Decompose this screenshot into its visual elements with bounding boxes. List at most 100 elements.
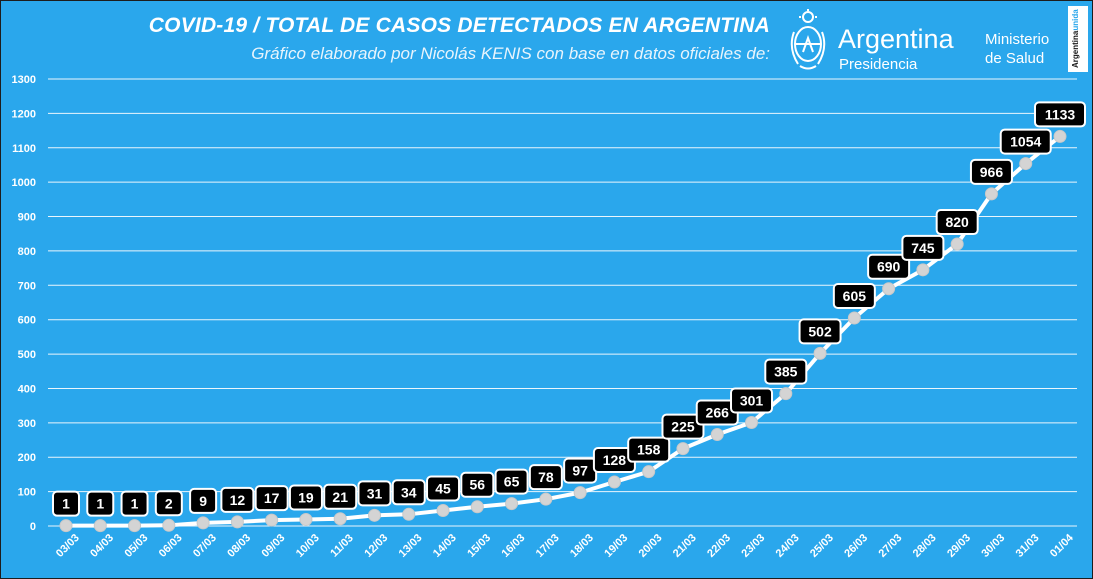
- y-tick-label: 100: [18, 487, 36, 499]
- data-point: [676, 442, 690, 456]
- data-label-box: [798, 318, 842, 345]
- y-tick-label: 300: [18, 418, 36, 430]
- series-line: [66, 134, 1062, 528]
- data-point: [710, 428, 724, 442]
- data-label-box: [460, 471, 495, 498]
- data-label: 12: [220, 486, 255, 513]
- data-label-text: 266: [706, 405, 730, 421]
- x-tick-label: 17/03: [534, 532, 562, 560]
- data-point: [573, 486, 587, 500]
- data-point: [813, 346, 827, 360]
- data-label-box: [969, 158, 1013, 185]
- x-tick-label: 18/03: [568, 532, 596, 560]
- x-tick-label: 21/03: [671, 532, 699, 560]
- data-label: 1: [120, 490, 149, 517]
- data-label-text: 745: [911, 240, 935, 256]
- data-point: [642, 465, 656, 479]
- data-label: 225: [661, 413, 705, 440]
- data-label-text: 225: [671, 419, 695, 435]
- data-label-text: 12: [230, 492, 246, 508]
- data-point: [1019, 157, 1033, 171]
- ministerio-line2: de Salud: [985, 50, 1045, 67]
- data-label-box: [935, 209, 979, 236]
- data-label-box: [764, 358, 808, 385]
- data-label-box: [867, 253, 911, 280]
- data-label-text: 820: [945, 214, 969, 230]
- argentina-logo-text: Argentina: [838, 24, 954, 54]
- data-label: 2: [154, 490, 183, 517]
- data-point: [93, 519, 107, 533]
- x-tick-label: 19/03: [602, 532, 630, 560]
- data-label-box: [528, 464, 563, 491]
- data-label-text: 31: [367, 485, 383, 501]
- x-tick-label: 24/03: [774, 532, 802, 560]
- data-label-text: 301: [740, 393, 764, 409]
- coat-of-arms-icon: [790, 9, 826, 70]
- chart-subtitle: Gráfico elaborado por Nicolás KENIS con …: [251, 44, 770, 63]
- data-label: 1054: [999, 128, 1052, 155]
- grid-lines: [48, 78, 1077, 527]
- data-label: 1: [52, 490, 80, 517]
- data-label-box: [832, 282, 876, 309]
- x-tick-label: 15/03: [465, 532, 493, 560]
- data-point: [950, 237, 964, 251]
- x-tick-label: 14/03: [431, 532, 459, 560]
- data-label-text: 1: [131, 496, 139, 512]
- data-point: [847, 311, 861, 325]
- data-label: 745: [901, 234, 945, 261]
- argentina-unida-badge: Argentinaunida: [1068, 6, 1088, 72]
- x-tick-label: 05/03: [122, 532, 150, 560]
- data-point: [916, 263, 930, 277]
- data-label-text: 502: [808, 323, 832, 339]
- data-label: 128: [592, 446, 636, 473]
- data-label: 19: [288, 484, 323, 511]
- data-label-text: 158: [637, 442, 661, 458]
- data-label-text: 65: [504, 474, 520, 490]
- data-label-text: 78: [538, 469, 554, 485]
- argentina-presidencia-logo: Argentina Presidencia: [788, 8, 968, 73]
- x-tick-label: 25/03: [808, 532, 836, 560]
- data-label: 158: [627, 436, 671, 463]
- data-point: [196, 516, 210, 530]
- data-label-text: 1133: [1045, 106, 1076, 122]
- data-label-text: 605: [843, 288, 867, 304]
- data-label: 966: [969, 158, 1013, 185]
- presidencia-logo-text: Presidencia: [839, 56, 918, 73]
- data-label-text: 1: [96, 496, 104, 512]
- data-label: 21: [323, 483, 358, 510]
- x-tick-label: 04/03: [88, 532, 116, 560]
- data-label: 1: [86, 490, 115, 517]
- y-tick-label: 1100: [12, 143, 36, 155]
- y-tick-label: 0: [30, 521, 36, 533]
- data-label: 17: [254, 485, 289, 512]
- data-point: [230, 515, 244, 529]
- data-label: 266: [695, 399, 739, 426]
- data-label: 65: [494, 468, 529, 495]
- data-label-text: 1: [62, 496, 70, 512]
- data-label-text: 97: [572, 463, 588, 479]
- data-point: [470, 500, 484, 514]
- data-label-box: [901, 234, 945, 261]
- data-label-box: [52, 490, 80, 517]
- data-label: 1133: [1034, 101, 1086, 128]
- data-label-text: 56: [470, 477, 486, 493]
- data-labels: 1 1 1 2 9 12 17 19 21 31 34 45 56 65 78 971281582252663…: [52, 101, 1086, 517]
- y-tick-label: 700: [18, 280, 36, 292]
- data-point: [402, 507, 416, 521]
- y-tick-label: 600: [18, 315, 36, 327]
- data-label-text: 1054: [1010, 134, 1041, 150]
- x-tick-label: 06/03: [157, 532, 185, 560]
- data-label: 9: [189, 487, 218, 514]
- data-label-text: 690: [877, 259, 901, 275]
- data-label: 820: [935, 209, 979, 236]
- x-tick-label: 09/03: [260, 532, 288, 560]
- data-point: [505, 497, 519, 511]
- data-label-box: [391, 479, 426, 506]
- data-point: [779, 387, 793, 401]
- ministerio-logo-text: Ministerio de Salud: [985, 30, 1065, 68]
- data-label-box: [494, 468, 529, 495]
- data-label-box: [1034, 101, 1086, 128]
- y-tick-label: 1000: [12, 177, 36, 189]
- data-label-text: 2: [165, 495, 173, 511]
